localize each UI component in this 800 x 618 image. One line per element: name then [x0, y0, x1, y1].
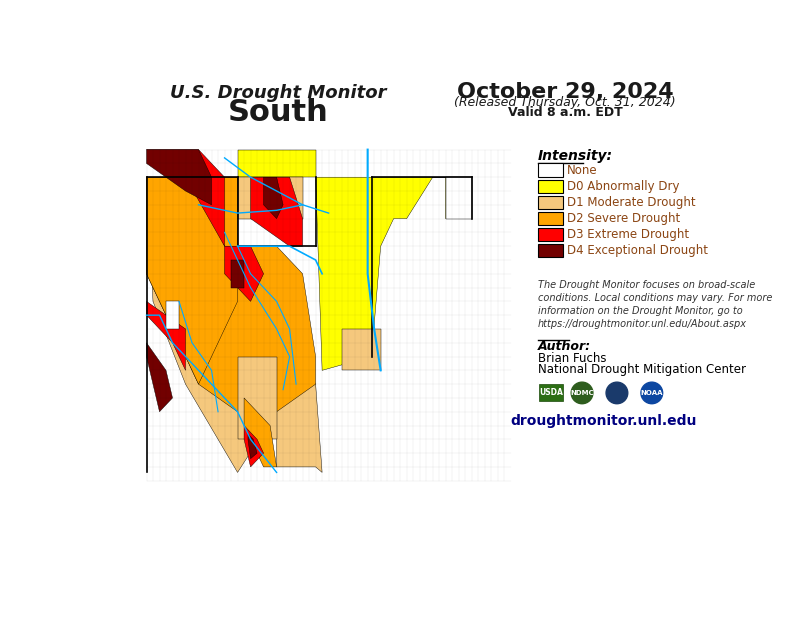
Circle shape — [571, 382, 593, 404]
Polygon shape — [146, 150, 225, 246]
Polygon shape — [238, 177, 302, 219]
Polygon shape — [248, 434, 257, 459]
Polygon shape — [244, 398, 277, 467]
Bar — [538, 180, 562, 193]
Bar — [538, 212, 562, 225]
Polygon shape — [225, 246, 263, 302]
Text: D0 Abnormally Dry: D0 Abnormally Dry — [566, 180, 679, 193]
Polygon shape — [238, 150, 316, 177]
Text: U.S. Drought Monitor: U.S. Drought Monitor — [170, 84, 386, 102]
Text: NDMC: NDMC — [570, 390, 594, 396]
Polygon shape — [263, 177, 283, 219]
Circle shape — [641, 382, 662, 404]
Polygon shape — [342, 329, 381, 370]
Polygon shape — [231, 260, 244, 287]
Text: South: South — [228, 98, 329, 127]
Polygon shape — [250, 177, 302, 246]
Text: October 29, 2024: October 29, 2024 — [457, 82, 674, 102]
Text: Author:: Author: — [538, 340, 591, 353]
Text: National Drought Mitigation Center: National Drought Mitigation Center — [538, 363, 746, 376]
Polygon shape — [446, 177, 472, 219]
Text: NOAA: NOAA — [641, 390, 663, 396]
Text: None: None — [566, 164, 597, 177]
Bar — [538, 164, 562, 177]
Polygon shape — [316, 177, 472, 370]
Text: D1 Moderate Drought: D1 Moderate Drought — [566, 196, 695, 209]
Polygon shape — [146, 150, 211, 205]
Polygon shape — [146, 177, 322, 472]
Polygon shape — [146, 177, 238, 384]
Bar — [539, 384, 562, 402]
Text: D4 Exceptional Drought: D4 Exceptional Drought — [566, 244, 707, 257]
Polygon shape — [244, 426, 263, 467]
Text: D2 Severe Drought: D2 Severe Drought — [566, 212, 680, 225]
Bar — [538, 244, 562, 258]
Text: Intensity:: Intensity: — [538, 150, 613, 164]
Text: D3 Extreme Drought: D3 Extreme Drought — [566, 228, 689, 241]
Circle shape — [606, 382, 628, 404]
Polygon shape — [146, 343, 173, 412]
Text: droughtmonitor.unl.edu: droughtmonitor.unl.edu — [510, 413, 697, 428]
Bar — [538, 228, 562, 241]
Text: The Drought Monitor focuses on broad-scale
conditions. Local conditions may vary: The Drought Monitor focuses on broad-sca… — [538, 280, 772, 329]
Polygon shape — [146, 302, 186, 370]
Polygon shape — [166, 302, 179, 329]
Polygon shape — [238, 357, 277, 439]
Text: USDA: USDA — [539, 387, 563, 397]
Text: Valid 8 a.m. EDT: Valid 8 a.m. EDT — [508, 106, 622, 119]
Text: Brian Fuchs: Brian Fuchs — [538, 352, 606, 365]
Bar — [538, 196, 562, 209]
Text: (Released Thursday, Oct. 31, 2024): (Released Thursday, Oct. 31, 2024) — [454, 96, 676, 109]
Polygon shape — [146, 177, 316, 412]
